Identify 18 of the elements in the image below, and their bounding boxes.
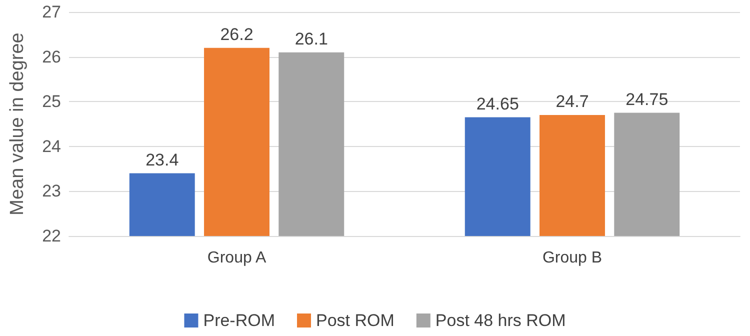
legend-label: Pre-ROM: [203, 311, 276, 330]
y-tick-label: 27: [42, 2, 61, 22]
legend-label: Post ROM: [316, 311, 394, 330]
data-label: 26.1: [294, 29, 328, 48]
data-label: 26.2: [220, 24, 254, 44]
y-axis-title: Mean value in degree: [7, 32, 28, 216]
y-tick-label: 22: [42, 226, 61, 246]
x-tick-label: Group A: [207, 250, 266, 266]
y-tick-label: 26: [42, 47, 61, 66]
y-tick-label: 24: [42, 136, 61, 156]
x-tick-label: Group B: [542, 250, 602, 266]
y-tick-label: 25: [42, 92, 61, 112]
data-label: 24.7: [556, 92, 589, 112]
data-label: 23.4: [146, 150, 179, 170]
data-label: 24.75: [626, 90, 668, 109]
data-label: 24.65: [476, 94, 519, 114]
y-tick-label: 23: [42, 182, 61, 201]
legend-label: Post 48 hrs ROM: [435, 311, 566, 330]
